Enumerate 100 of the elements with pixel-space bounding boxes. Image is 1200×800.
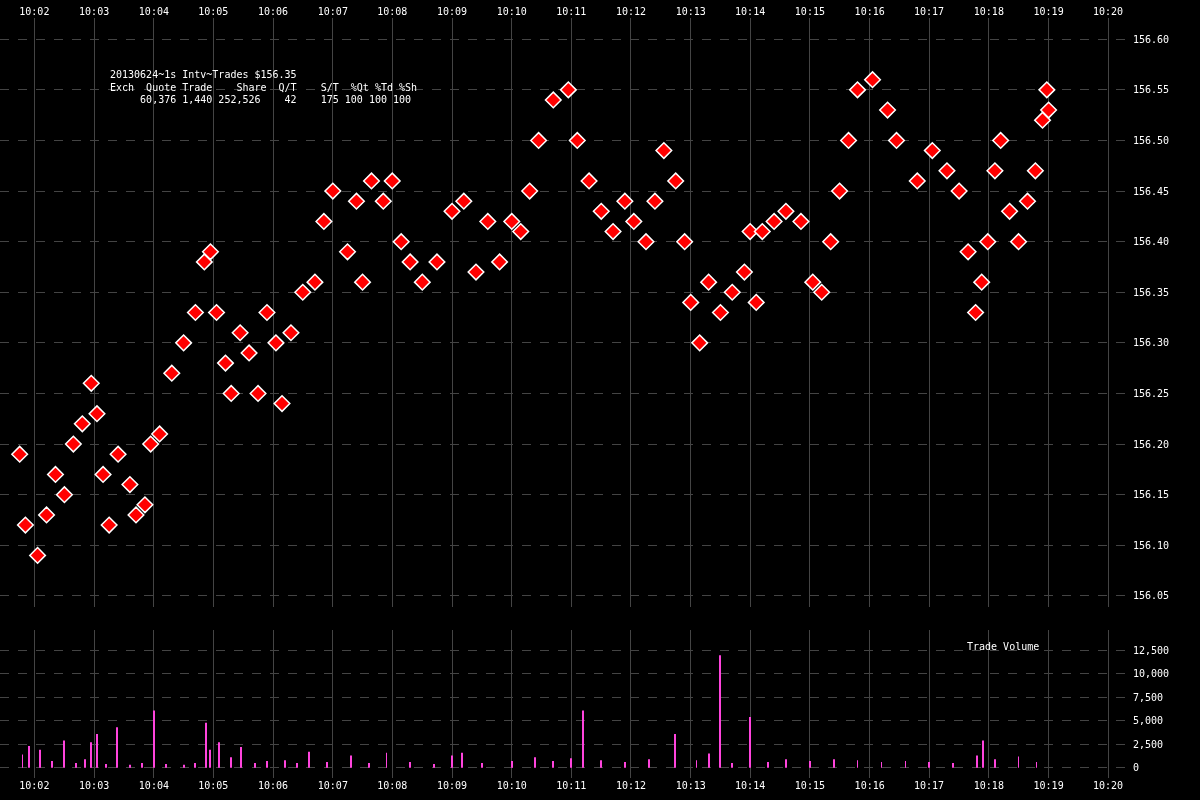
bar <box>254 762 256 768</box>
bar <box>209 749 211 768</box>
bar <box>205 722 207 768</box>
bar <box>451 755 453 768</box>
x-tick-label: 10:05 <box>198 6 229 17</box>
bar <box>994 759 996 768</box>
x-tick-label: 10:15 <box>794 780 825 791</box>
bar <box>409 762 411 768</box>
y-tick-label: 156.35 <box>1133 286 1170 298</box>
bar <box>194 762 196 768</box>
bar <box>767 762 769 768</box>
bar <box>240 747 242 768</box>
bar <box>308 751 310 768</box>
annotation: Exch Quote Trade Share Q/T S/T %Qt %Td %Sh <box>110 82 418 93</box>
x-tick-label: 10:18 <box>973 6 1004 17</box>
y-tick-label: 5,000 <box>1133 715 1164 727</box>
bar <box>648 759 650 768</box>
bar <box>84 759 86 768</box>
bar <box>749 717 751 768</box>
bar <box>218 742 220 768</box>
x-tick-label: 10:14 <box>735 6 766 17</box>
y-tick-label: 12,500 <box>1133 644 1170 656</box>
bar <box>674 733 676 768</box>
y-tick-label: 7,500 <box>1133 691 1164 703</box>
x-tick-label: 10:15 <box>794 6 825 17</box>
x-tick-label: 10:12 <box>615 780 647 791</box>
bar <box>570 758 572 768</box>
y-tick-label: 156.15 <box>1133 489 1170 501</box>
bar <box>296 762 298 768</box>
bar <box>39 749 41 768</box>
x-tick-label: 10:06 <box>258 6 289 17</box>
bar <box>534 757 536 768</box>
y-tick-label: 156.50 <box>1133 134 1170 146</box>
x-tick-label: 10:13 <box>675 6 706 17</box>
bar <box>96 733 98 768</box>
x-tick-label: 10:06 <box>258 780 289 791</box>
y-tick-label: 156.30 <box>1133 337 1170 349</box>
y-tick-label: 156.40 <box>1133 236 1170 248</box>
bar <box>326 762 328 768</box>
x-tick-label: 10:02 <box>19 780 50 791</box>
bar <box>719 655 721 768</box>
y-tick-label: 2,500 <box>1133 738 1164 750</box>
bar <box>350 755 352 768</box>
bar <box>129 764 131 768</box>
x-tick-label: 10:17 <box>914 780 945 791</box>
bar <box>976 755 978 768</box>
x-tick-label: 10:11 <box>556 6 587 17</box>
x-tick-label: 10:09 <box>436 780 468 791</box>
x-tick-label: 10:20 <box>1092 780 1124 791</box>
annotation: Trade Volume <box>967 641 1040 652</box>
x-tick-label: 10:10 <box>496 780 527 791</box>
x-tick-label: 10:17 <box>914 6 945 17</box>
bar <box>511 761 513 768</box>
bar <box>600 760 602 768</box>
bar <box>141 762 143 768</box>
bar <box>708 753 710 768</box>
bar <box>833 759 835 768</box>
y-tick-label: 156.55 <box>1133 84 1170 96</box>
bar <box>183 764 185 768</box>
x-tick-label: 10:04 <box>138 780 169 791</box>
x-tick-label: 10:16 <box>854 6 885 17</box>
bar <box>90 742 92 768</box>
bar <box>982 740 984 768</box>
x-tick-label: 10:07 <box>317 6 348 17</box>
bar <box>368 762 370 768</box>
x-tick-label: 10:08 <box>377 6 408 17</box>
y-tick-label: 156.25 <box>1133 387 1170 399</box>
bar <box>284 760 286 768</box>
bar <box>809 761 811 768</box>
x-tick-label: 10:07 <box>317 780 348 791</box>
annotation: 60,376 1,440 252,526 42 175 100 100 100 <box>110 94 412 105</box>
y-tick-label: 156.05 <box>1133 590 1170 602</box>
x-tick-label: 10:19 <box>1033 6 1064 17</box>
y-tick-label: 156.60 <box>1133 33 1170 45</box>
x-tick-label: 10:19 <box>1033 780 1064 791</box>
bar <box>552 761 554 768</box>
annotation: 20130624~1s Intv~Trades $156.35 <box>110 69 297 80</box>
bar <box>105 763 107 768</box>
bar <box>433 763 435 768</box>
x-tick-label: 10:20 <box>1092 6 1124 17</box>
y-tick-label: 0 <box>1133 762 1140 774</box>
bar <box>63 740 65 768</box>
bar <box>785 759 787 768</box>
bar <box>582 710 584 768</box>
bar <box>731 762 733 768</box>
bar <box>928 762 930 768</box>
bar <box>51 761 53 768</box>
bar <box>28 746 30 768</box>
bar <box>266 761 268 768</box>
x-tick-label: 10:16 <box>854 780 885 791</box>
x-tick-label: 10:03 <box>79 6 110 17</box>
x-tick-label: 10:03 <box>79 780 110 791</box>
bar <box>230 757 232 768</box>
y-tick-label: 10,000 <box>1133 668 1170 680</box>
y-tick-label: 156.20 <box>1133 438 1170 450</box>
x-tick-label: 10:04 <box>138 6 169 17</box>
x-tick-label: 10:02 <box>19 6 50 17</box>
bar <box>75 762 77 768</box>
x-tick-label: 10:18 <box>973 780 1004 791</box>
bar <box>153 710 155 768</box>
